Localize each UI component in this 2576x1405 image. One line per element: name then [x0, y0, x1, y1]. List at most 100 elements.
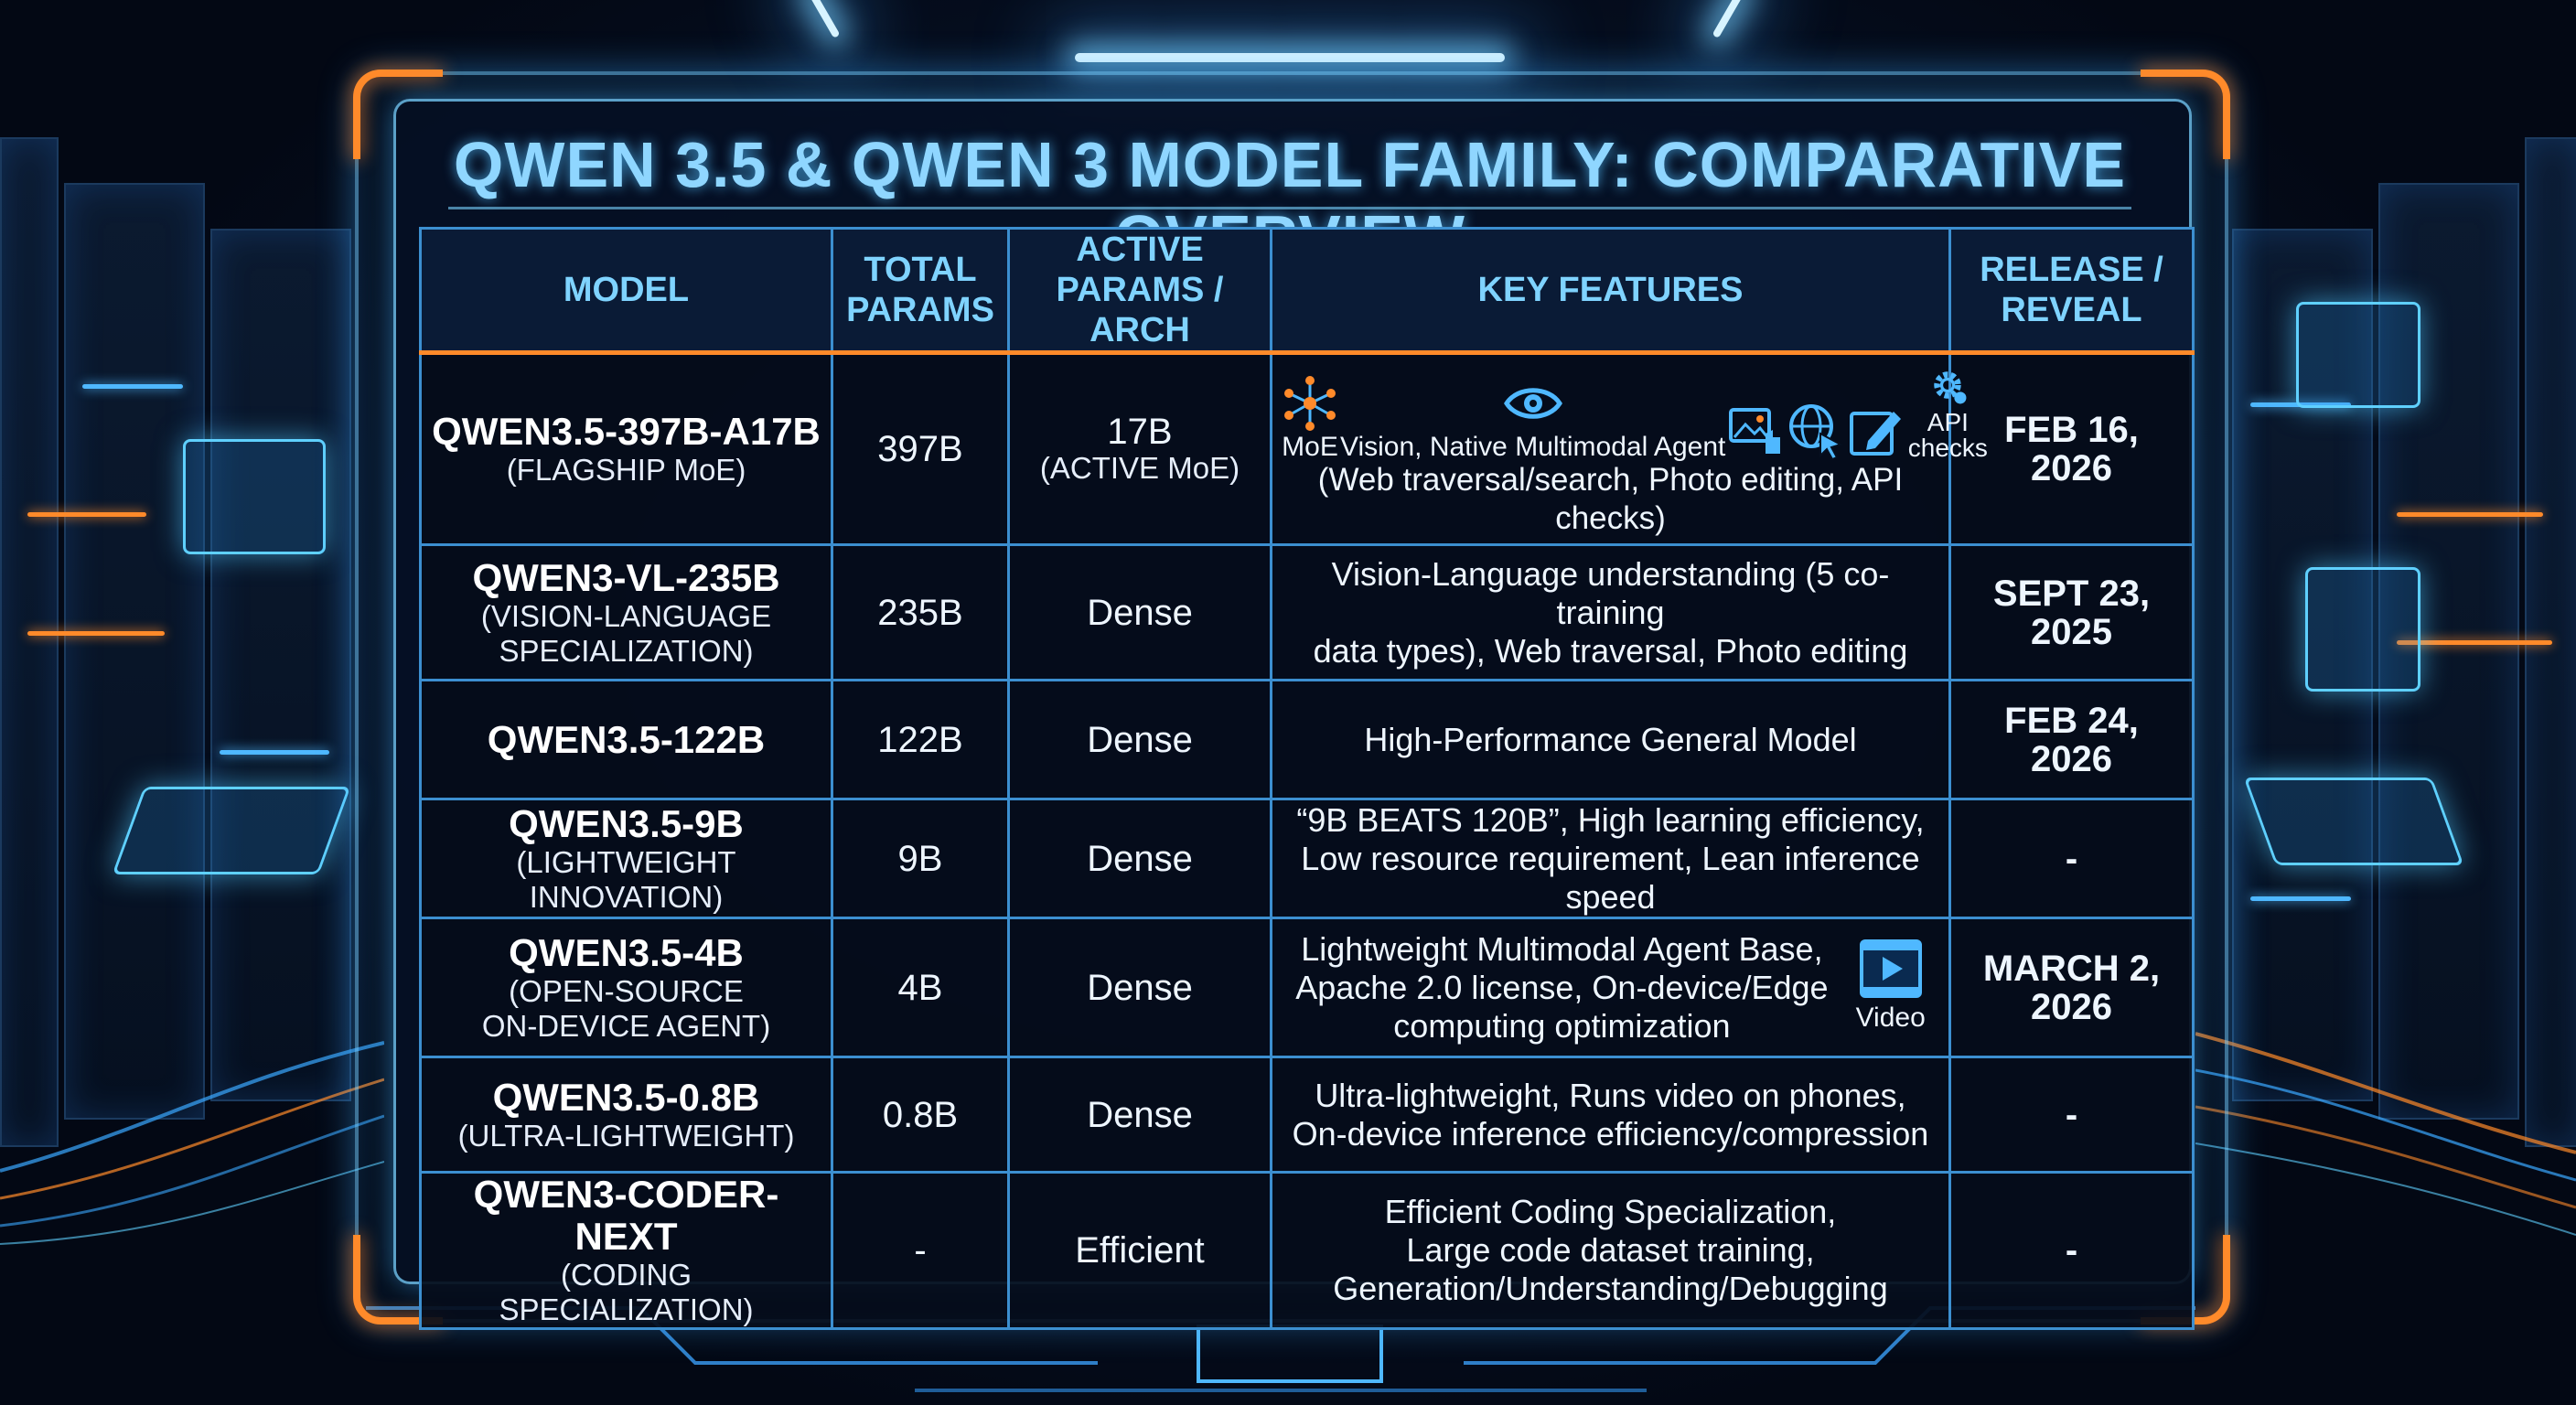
active-params-cell: Dense: [1007, 917, 1272, 1058]
features-text: On-device inference efficiency/compressi…: [1292, 1114, 1929, 1153]
active-params-cell: Dense: [1007, 1056, 1272, 1174]
fiber-cables-left: [0, 1041, 384, 1245]
features-text: High-Performance General Model: [1364, 720, 1857, 758]
feature-label: Vision, Native Multimodal Agent: [1340, 432, 1726, 462]
table-row: QWEN3.5-0.8B (ULTRA-LIGHTWEIGHT) 0.8B De…: [419, 1056, 2195, 1174]
features-text: Ultra-lightweight, Runs video on phones,: [1315, 1076, 1906, 1114]
header-key-features: KEY FEATURES: [1270, 227, 1951, 355]
model-subtitle: (VISION-LANGUAGE: [480, 598, 772, 633]
fiber-cables-right: [2195, 1032, 2576, 1236]
total-params-cell: 0.8B: [831, 1056, 1010, 1174]
feature-label: API checks: [1907, 408, 1988, 462]
features-text: Generation/Understanding/Debugging: [1333, 1270, 1888, 1307]
features-text: Large code dataset training,: [1406, 1231, 1815, 1269]
api-gear-icon: [1934, 371, 1967, 404]
feature-icons: MoE Vision, Native Multimodal Agent: [1280, 360, 1988, 462]
model-name: QWEN3.5-122B: [487, 717, 766, 761]
features-text: Efficient Coding Specialization,: [1384, 1193, 1837, 1230]
feature-photo-edit: [1725, 401, 1786, 461]
model-cell: QWEN3.5-0.8B (ULTRA-LIGHTWEIGHT): [419, 1056, 833, 1174]
features-text: computing optimization: [1393, 1006, 1731, 1045]
server-rack-left: [210, 229, 351, 1101]
hologram-screen: [2305, 567, 2420, 692]
frame-corner: [353, 1235, 443, 1325]
active-params-cell: Efficient: [1007, 1171, 1272, 1330]
rack-led: [82, 384, 183, 389]
model-subtitle: (FLAGSHIP MoE): [506, 453, 746, 487]
model-name: QWEN3-CODER-NEXT: [473, 1173, 779, 1258]
header-total-params: TOTAL PARAMS: [831, 227, 1010, 355]
release-date-cell: -: [1948, 1056, 2195, 1174]
total-params-cell: -: [831, 1171, 1010, 1330]
rack-led: [2397, 640, 2552, 645]
model-subtitle: (ULTRA-LIGHTWEIGHT): [457, 1118, 795, 1153]
feature-video: Video: [1856, 938, 1926, 1037]
model-cell: QWEN3-VL-235B (VISION-LANGUAGE SPECIALIZ…: [419, 543, 833, 681]
server-rack-left: [64, 183, 205, 1120]
release-date-cell: -: [1948, 1171, 2195, 1330]
model-cell: QWEN3-CODER-NEXT (CODING SPECIALIZATION): [419, 1171, 833, 1330]
features-text: (Web traversal/search, Photo editing, AP…: [1317, 462, 1904, 536]
model-subtitle: ON-DEVICE AGENT): [481, 1008, 771, 1043]
table-row: QWEN3.5-9B (LIGHTWEIGHT INNOVATION) 9B D…: [419, 798, 2195, 919]
model-comparison-table: MODEL TOTAL PARAMS ACTIVE PARAMS / ARCH KE…: [419, 227, 2195, 1330]
feature-label: MoE: [1282, 432, 1338, 462]
hologram-screen: [183, 439, 326, 554]
features-cell: “9B BEATS 120B”, High learning efficienc…: [1270, 798, 1951, 919]
table-row: QWEN3.5-397B-A17B (FLAGSHIP MoE) 397B 17…: [419, 351, 2195, 546]
feature-edit: [1846, 401, 1906, 461]
table-row: QWEN3-CODER-NEXT (CODING SPECIALIZATION)…: [419, 1171, 2195, 1330]
features-cell: Vision-Language understanding (5 co-trai…: [1270, 543, 1951, 681]
release-date-cell: FEB 24, 2026: [1948, 679, 2195, 800]
features-text: Vision-Language understanding (5 co-trai…: [1331, 554, 1890, 631]
model-cell: QWEN3.5-397B-A17B (FLAGSHIP MoE): [419, 351, 833, 546]
rack-led: [220, 750, 329, 755]
features-text: data types), Web traversal, Photo editin…: [1313, 631, 1908, 670]
hologram-screen: [2296, 302, 2420, 408]
rack-led: [27, 631, 165, 636]
model-name: QWEN3-VL-235B: [472, 555, 780, 599]
table-row: QWEN3.5-4B (OPEN-SOURCE ON-DEVICE AGENT)…: [419, 917, 2195, 1058]
model-subtitle: (CODING SPECIALIZATION): [499, 1258, 754, 1326]
model-name: QWEN3.5-9B: [509, 801, 744, 845]
features-cell: MoE Vision, Native Multimodal Agent: [1270, 351, 1988, 546]
release-date-cell: FEB 16, 2026: [1948, 351, 2195, 546]
features-text: Low resource requirement, Lean inference…: [1301, 839, 1920, 916]
model-subtitle: (OPEN-SOURCE: [509, 973, 744, 1008]
feature-web: [1786, 401, 1846, 461]
model-cell: QWEN3.5-4B (OPEN-SOURCE ON-DEVICE AGENT): [419, 917, 833, 1058]
frame-corner: [353, 70, 443, 159]
table-row: QWEN3.5-122B 122B Dense High-Performance…: [419, 679, 2195, 800]
active-params-cell: 17B (ACTIVE MoE): [1007, 351, 1272, 546]
features-text: Apache 2.0 license, On-device/Edge: [1295, 968, 1829, 1006]
server-rack-right: [2378, 183, 2519, 1120]
total-params-cell: 397B: [831, 351, 1010, 546]
release-date-cell: SEPT 23, 2025: [1948, 543, 2195, 681]
model-subtitle: (LIGHTWEIGHT INNOVATION): [516, 844, 736, 914]
release-date-cell: -: [1948, 798, 2195, 919]
hologram-screen: [2243, 778, 2464, 865]
features-text: Lightweight Multimodal Agent Base,: [1301, 929, 1823, 968]
active-params-cell: Dense: [1007, 798, 1272, 919]
table-header-row: MODEL TOTAL PARAMS ACTIVE PARAMS / ARCH KE…: [419, 227, 2195, 355]
total-params-cell: 4B: [831, 917, 1010, 1058]
moe-network-icon: [1284, 376, 1336, 431]
features-with-video: Lightweight Multimodal Agent Base, Apach…: [1282, 930, 1939, 1046]
eye-icon: [1503, 388, 1562, 419]
features-cell: Efficient Coding Specialization, Large c…: [1270, 1171, 1951, 1330]
model-subtitle: SPECIALIZATION): [499, 633, 754, 668]
rack-led: [2250, 896, 2351, 901]
model-name: QWEN3.5-4B: [509, 930, 744, 974]
header-release: RELEASE / REVEAL: [1948, 227, 2195, 355]
feature-vision: Vision, Native Multimodal Agent: [1340, 373, 1725, 461]
total-params-cell: 235B: [831, 543, 1010, 681]
photo-edit-icon: [1729, 408, 1781, 454]
model-name: QWEN3.5-0.8B: [492, 1075, 760, 1119]
active-params-value: 17B: [1107, 412, 1173, 452]
features-text: “9B BEATS 120B”, High learning efficienc…: [1296, 800, 1925, 839]
video-label: Video: [1855, 1002, 1926, 1033]
model-cell: QWEN3.5-122B: [419, 679, 833, 800]
release-date-cell: MARCH 2, 2026: [1948, 917, 2195, 1058]
video-play-icon: [1859, 938, 1922, 998]
table-row: QWEN3-VL-235B (VISION-LANGUAGE SPECIALIZ…: [419, 543, 2195, 681]
